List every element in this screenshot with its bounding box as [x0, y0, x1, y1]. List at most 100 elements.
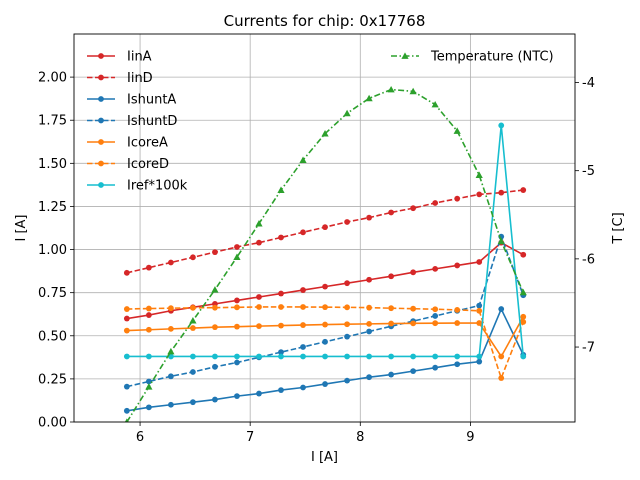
data-point — [520, 251, 527, 258]
data-point — [123, 306, 130, 312]
y-tick-label: 1.50 — [38, 157, 67, 172]
x-axis-label: I [A] — [311, 450, 338, 465]
data-point — [432, 320, 439, 327]
data-point — [476, 191, 483, 198]
legend-entry: Iref*100k — [87, 179, 188, 194]
data-point — [344, 333, 350, 340]
data-point — [366, 353, 372, 360]
data-point — [190, 369, 196, 375]
data-point — [123, 353, 130, 360]
data-point — [344, 304, 350, 311]
data-point — [454, 195, 461, 202]
data-point — [278, 304, 284, 310]
data-point — [454, 361, 461, 368]
data-point — [432, 313, 439, 319]
data-point — [322, 224, 328, 231]
data-point — [190, 353, 196, 360]
data-point — [432, 306, 439, 313]
data-point — [167, 401, 174, 408]
y-tick-label: 1.75 — [38, 114, 67, 129]
data-point — [388, 273, 395, 280]
series-temperature-ntc- — [124, 85, 527, 422]
chart-title: Currents for chip: 0x17768 — [224, 12, 426, 30]
data-point — [233, 253, 241, 260]
data-point — [278, 349, 284, 356]
x-tick-label: 9 — [466, 430, 474, 445]
data-point — [454, 353, 461, 360]
y-tick-label: 1.00 — [38, 243, 67, 258]
data-point — [277, 186, 285, 193]
data-point — [498, 375, 505, 381]
data-point — [520, 319, 527, 325]
data-point — [278, 322, 284, 329]
data-point — [343, 109, 351, 117]
data-point — [278, 234, 284, 241]
data-point — [299, 156, 307, 163]
data-point — [300, 384, 306, 391]
x-tick-label: 8 — [356, 430, 364, 445]
legend-marker — [401, 52, 409, 59]
legend-label: IshuntA — [127, 93, 176, 108]
data-point — [212, 363, 218, 370]
data-point — [145, 326, 152, 333]
data-point — [476, 320, 483, 326]
data-point — [344, 280, 350, 287]
y-tick-label: 0.75 — [38, 286, 67, 301]
data-point — [167, 347, 175, 355]
data-point — [410, 305, 417, 312]
data-point — [388, 353, 395, 360]
data-point — [234, 393, 240, 400]
data-point — [123, 407, 130, 414]
data-point — [498, 189, 505, 196]
data-point — [145, 404, 152, 411]
legend-label: IcoreA — [127, 136, 168, 151]
data-point — [476, 302, 483, 309]
data-point — [300, 304, 306, 310]
data-point — [167, 305, 174, 312]
y-axis-label: I [A] — [14, 214, 29, 241]
legend-label: Temperature (NTC) — [430, 50, 554, 65]
data-point — [256, 353, 262, 360]
data-point — [256, 304, 262, 310]
y-tick-label: 2.00 — [38, 71, 67, 86]
y2-tick-label: -6 — [582, 252, 595, 267]
data-point — [432, 353, 439, 360]
data-point — [123, 315, 130, 322]
data-point — [476, 353, 483, 360]
series-icored — [123, 304, 527, 381]
data-point — [300, 229, 306, 236]
data-point — [476, 307, 483, 314]
data-point — [388, 305, 395, 312]
data-point — [322, 283, 328, 290]
data-point — [255, 219, 263, 227]
data-point — [498, 306, 505, 312]
data-point — [123, 383, 130, 390]
data-point — [344, 321, 350, 328]
data-point — [145, 312, 152, 318]
data-point — [190, 254, 196, 261]
legend-entry: Temperature (NTC) — [391, 50, 554, 65]
data-point — [190, 304, 196, 311]
legend-label: IinA — [127, 50, 152, 65]
legend-entry: IinA — [87, 50, 152, 65]
data-point — [145, 378, 152, 385]
legend-marker — [98, 139, 104, 145]
x-tick-label: 6 — [136, 430, 144, 445]
data-point — [322, 321, 328, 328]
data-point — [300, 287, 306, 293]
data-point — [124, 418, 129, 422]
y-tick-label: 0.00 — [38, 416, 67, 431]
data-point — [145, 383, 153, 390]
data-point — [366, 304, 372, 311]
data-point — [387, 85, 395, 93]
data-point — [453, 127, 461, 134]
data-point — [366, 214, 372, 221]
legend-right: Temperature (NTC) — [391, 50, 554, 65]
data-point — [322, 338, 328, 345]
legend-label: Iref*100k — [127, 179, 188, 194]
legend-marker — [98, 53, 104, 59]
data-point — [212, 304, 218, 311]
y-tick-label: 0.50 — [38, 329, 67, 344]
data-point — [190, 325, 196, 331]
data-point — [366, 320, 372, 327]
